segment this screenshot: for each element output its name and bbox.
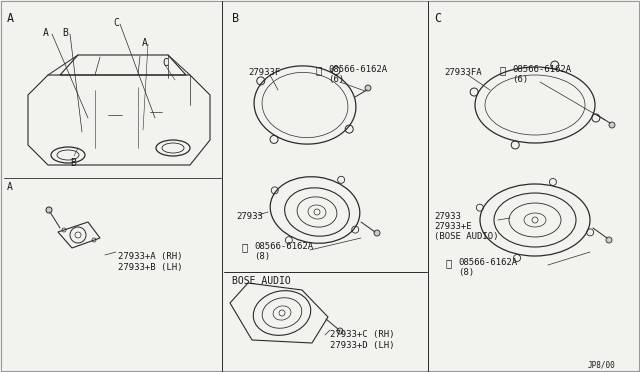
Text: B: B (232, 12, 239, 25)
Text: A: A (7, 182, 13, 192)
Text: 27933: 27933 (236, 212, 263, 221)
Text: 08566-6162A: 08566-6162A (512, 65, 571, 74)
Text: JP8/00: JP8/00 (588, 360, 616, 369)
Text: C: C (113, 18, 119, 28)
Text: 27933: 27933 (434, 212, 461, 221)
Text: (8): (8) (458, 268, 474, 277)
Circle shape (374, 230, 380, 236)
Circle shape (46, 207, 52, 213)
Text: 27933+A (RH): 27933+A (RH) (118, 252, 182, 261)
Text: Ⓢ: Ⓢ (500, 65, 506, 75)
Text: 08566-6162A: 08566-6162A (254, 242, 313, 251)
Text: A: A (7, 12, 14, 25)
Text: (8): (8) (254, 252, 270, 261)
Text: 27933F: 27933F (248, 68, 280, 77)
Text: B: B (62, 28, 68, 38)
Text: (6): (6) (328, 75, 344, 84)
Text: 27933+C (RH): 27933+C (RH) (330, 330, 394, 339)
Circle shape (609, 122, 615, 128)
Text: C: C (162, 58, 168, 68)
Text: 08566-6162A: 08566-6162A (458, 258, 517, 267)
Text: 27933+E: 27933+E (434, 222, 472, 231)
Text: B: B (70, 158, 76, 168)
Text: 27933+D (LH): 27933+D (LH) (330, 341, 394, 350)
Text: BOSE AUDIO: BOSE AUDIO (232, 276, 291, 286)
Circle shape (606, 237, 612, 243)
Text: A: A (43, 28, 49, 38)
Text: (BOSE AUDIO): (BOSE AUDIO) (434, 232, 499, 241)
Text: Ⓢ: Ⓢ (446, 258, 452, 268)
Text: 27933+B (LH): 27933+B (LH) (118, 263, 182, 272)
Text: A: A (142, 38, 148, 48)
Text: C: C (434, 12, 441, 25)
Text: 08566-6162A: 08566-6162A (328, 65, 387, 74)
Text: 27933FA: 27933FA (444, 68, 482, 77)
Text: Ⓢ: Ⓢ (316, 65, 323, 75)
Text: Ⓢ: Ⓢ (242, 242, 248, 252)
Circle shape (337, 328, 343, 334)
Text: (6): (6) (512, 75, 528, 84)
Circle shape (365, 85, 371, 91)
